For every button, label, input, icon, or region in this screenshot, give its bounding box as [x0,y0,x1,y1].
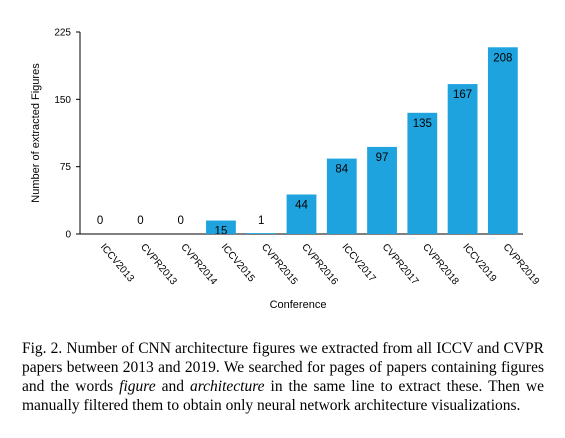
y-tick-label: 0 [65,230,71,241]
caption-text: in the same line to extract these. Then … [22,377,545,414]
bars: 0 0 0 15 1 44 84 97 135 167 208 [97,47,518,238]
bar-value-label: 0 [137,215,143,227]
bar [286,194,317,234]
caption-emphasis-figure: figure [119,377,156,395]
x-tick-label: CVPR2015 [259,242,300,288]
bar [326,158,357,234]
bar-value-label: 84 [335,164,348,176]
x-tick-label: ICCV2019 [460,242,498,285]
x-tick-label: CVPR2013 [138,242,179,288]
x-tick-label: CVPR2017 [380,242,421,288]
bar-value-label: 208 [493,52,512,64]
bar [407,112,438,234]
bar-value-label: 1 [258,215,264,227]
caption-emphasis-architecture: architecture [189,377,265,395]
figure-caption: Fig. 2. Number of CNN architecture figur… [22,339,544,415]
bar-value-label: 0 [177,215,183,227]
x-tick-label: ICCV2015 [219,242,257,285]
y-tick-label: 75 [60,162,72,173]
x-tick-label: CVPR2016 [299,242,340,288]
x-tick-label: ICCV2013 [98,242,136,285]
bar-value-label: 15 [215,226,228,238]
caption-text: and [155,377,190,395]
bar [487,47,518,234]
bar-chart: 0 75 150 225 0 0 0 15 1 44 84 97 135 167 208 ICCV2013… [30,28,542,312]
y-tick-label: 150 [54,95,71,106]
bar [206,220,236,234]
x-axis-label: Conference [270,299,327,311]
bar-value-label: 97 [376,152,389,164]
bar-value-label: 135 [413,118,432,130]
caption-text: Fig. 2. Number of CNN architecture figur… [22,339,544,395]
y-tick-label: 225 [54,28,71,39]
x-tick-label: CVPR2019 [501,242,542,288]
bar [447,84,478,235]
x-tick-label: CVPR2018 [420,242,461,288]
bar-value-label: 167 [453,89,472,101]
bar [246,233,277,234]
bar-value-label: 44 [295,199,308,211]
y-axis-label: Number of extracted Figures [30,63,42,203]
x-axis: ICCV2013 CVPR2013 CVPR2014 ICCV2015 CVPR2015… [98,242,542,288]
bar-value-label: 0 [97,215,103,227]
bar [367,146,397,234]
x-tick-label: ICCV2017 [339,242,377,285]
x-tick-label: CVPR2014 [178,242,219,288]
